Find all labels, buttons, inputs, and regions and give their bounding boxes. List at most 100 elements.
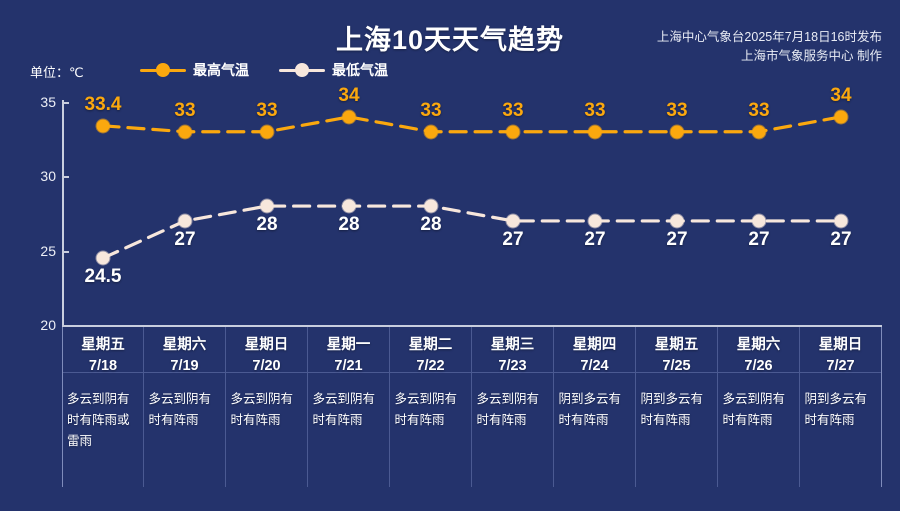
data-label-high: 34 (338, 84, 360, 106)
data-point-high (752, 125, 766, 139)
forecast-day-column[interactable]: 星期五 7/18 多云到阴有时有阵雨或雷雨 (62, 327, 144, 487)
data-label-high: 33 (502, 99, 524, 121)
y-axis-labels: 20 25 30 35 (0, 0, 56, 400)
data-point-low (424, 199, 438, 213)
weekday-label: 星期六 (736, 337, 781, 353)
data-point-high (506, 125, 520, 139)
publisher-line-1: 上海中心气象台2025年7月18日16时发布 (656, 30, 882, 44)
plot-area: 33.4 33 33 34 33 33 33 33 33 34 24.5 27 28 28 28 27 27 27… (62, 85, 882, 325)
data-label-low: 27 (502, 228, 524, 250)
forecast-day-column[interactable]: 星期六 7/19 多云到阴有时有阵雨 (144, 327, 226, 487)
forecast-table: 星期五 7/18 多云到阴有时有阵雨或雷雨 星期六 7/19 多云到阴有时有阵雨 星期日 7/… (62, 327, 882, 487)
date-label: 7/22 (416, 358, 445, 374)
legend-item-high: 最高气温 (140, 60, 249, 80)
unit-label: 单位：℃ (30, 65, 84, 80)
legend-marker-low-icon (279, 63, 325, 77)
weather-description: 多云到阴有时有阵雨 (476, 392, 540, 427)
data-point-high (670, 125, 684, 139)
data-point-low (506, 214, 520, 228)
forecast-day-column[interactable]: 星期六 7/26 多云到阴有时有阵雨 (718, 327, 800, 487)
weekday-label: 星期六 (162, 337, 207, 353)
series-line-high (101, 115, 843, 134)
data-point-low (260, 199, 274, 213)
data-point-low (670, 214, 684, 228)
data-label-low: 28 (256, 214, 278, 236)
weekday-label: 星期二 (408, 337, 453, 353)
data-label-high: 33 (174, 99, 196, 121)
y-axis-tick (62, 176, 69, 179)
y-axis-tick-label: 20 (40, 317, 56, 333)
data-point-low (342, 199, 356, 213)
publisher-info: 上海中心气象台2025年7月18日16时发布 上海市气象服务中心 制作 (657, 28, 882, 66)
y-axis-tick-label: 25 (40, 242, 56, 259)
data-point-low (752, 214, 766, 228)
data-point-high (342, 110, 356, 124)
date-label: 7/18 (88, 358, 118, 374)
data-label-high: 33 (256, 99, 278, 121)
forecast-day-column[interactable]: 星期日 7/20 多云到阴有时有阵雨 (226, 327, 308, 487)
data-label-low: 27 (830, 228, 852, 250)
weather-description: 阴到多云有时有阵雨 (804, 392, 868, 427)
forecast-day-column[interactable]: 星期二 7/22 多云到阴有时有阵雨 (390, 327, 472, 487)
data-point-low (96, 251, 110, 265)
weather-description: 多云到阴有时有阵雨 (722, 392, 786, 427)
y-axis-tick (62, 325, 69, 327)
data-label-low: 27 (748, 228, 770, 250)
weather-description: 阴到多云有时有阵雨 (640, 392, 704, 427)
weather-description: 多云到阴有时有阵雨 (394, 392, 458, 427)
data-label-low: 27 (666, 228, 688, 250)
weekday-label: 星期四 (572, 337, 617, 353)
y-axis-tick (62, 250, 69, 253)
date-label: 7/19 (170, 358, 199, 374)
data-label-high: 33 (420, 99, 442, 121)
forecast-day-column[interactable]: 星期三 7/23 多云到阴有时有阵雨 (472, 327, 554, 487)
weather-description: 多云到阴有时有阵雨 (230, 392, 294, 427)
y-axis-tick (62, 102, 69, 104)
y-axis-line (62, 100, 64, 327)
data-point-low (178, 214, 192, 228)
y-axis-tick-label: 30 (40, 168, 56, 185)
data-label-low: 24.5 (84, 266, 122, 288)
weekday-label: 星期五 (81, 337, 125, 353)
data-point-high (260, 125, 274, 139)
x-axis-line (62, 325, 882, 327)
forecast-day-column[interactable]: 星期日 7/27 阴到多云有时有阵雨 (800, 327, 882, 487)
weekday-label: 星期日 (244, 337, 289, 353)
legend-marker-high-icon (140, 63, 186, 77)
data-label-high: 33 (748, 99, 770, 121)
y-axis-tick-label: 35 (40, 94, 56, 110)
data-label-high: 33.4 (84, 93, 122, 115)
weather-description: 阴到多云有时有阵雨 (558, 392, 622, 427)
forecast-day-column[interactable]: 星期五 7/25 阴到多云有时有阵雨 (636, 327, 718, 487)
data-label-high: 34 (830, 84, 852, 106)
weekday-label: 星期三 (490, 337, 535, 353)
date-label: 7/24 (580, 358, 609, 374)
data-point-high (178, 125, 192, 139)
data-label-low: 27 (174, 228, 196, 250)
date-label: 7/23 (498, 358, 527, 374)
data-point-high (96, 119, 110, 133)
data-label-high: 33 (584, 99, 606, 121)
date-label: 7/21 (334, 358, 363, 374)
date-label: 7/26 (744, 358, 773, 374)
data-label-high: 33 (666, 99, 688, 121)
chart-legend: 最高气温 最低气温 (140, 60, 388, 80)
weather-description: 多云到阴有时有阵雨或雷雨 (67, 392, 130, 448)
data-point-high (424, 125, 438, 139)
legend-item-low: 最低气温 (279, 60, 388, 80)
page-title: 上海10天天气趋势 (335, 25, 565, 55)
legend-label-low: 最低气温 (332, 62, 388, 78)
weather-description: 多云到阴有时有阵雨 (148, 392, 212, 427)
date-label: 7/27 (826, 358, 855, 374)
forecast-day-column[interactable]: 星期一 7/21 多云到阴有时有阵雨 (308, 327, 390, 487)
series-line-low (101, 204, 843, 260)
forecast-day-column[interactable]: 星期四 7/24 阴到多云有时有阵雨 (554, 327, 636, 487)
date-label: 7/20 (252, 358, 281, 374)
data-point-high (588, 125, 602, 139)
date-label: 7/25 (662, 358, 691, 374)
data-label-low: 28 (420, 214, 442, 236)
publisher-line-2: 上海市气象服务中心 制作 (741, 49, 882, 63)
data-label-low: 27 (584, 228, 606, 250)
data-point-low (834, 214, 848, 228)
